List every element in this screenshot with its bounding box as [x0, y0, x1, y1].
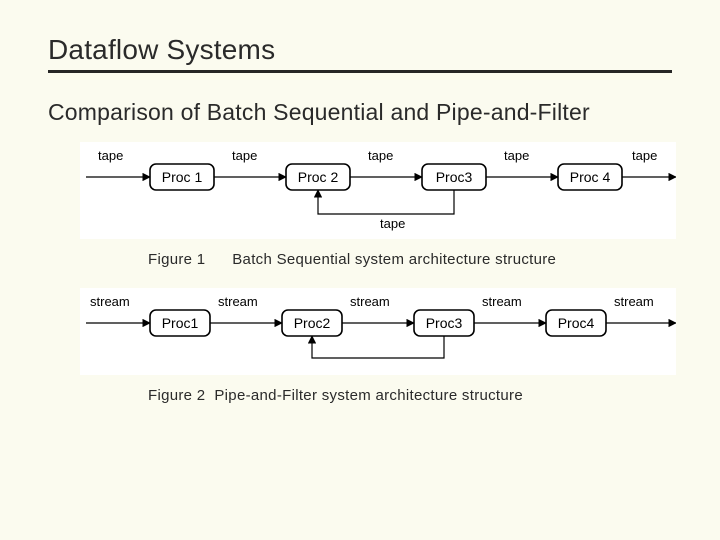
svg-text:stream: stream	[218, 294, 258, 309]
figure-2-label: Figure 2	[148, 387, 205, 404]
figure-1-text: Batch Sequential system architecture str…	[232, 251, 556, 268]
svg-text:stream: stream	[614, 294, 654, 309]
figure-1-caption: Figure 1 Batch Sequential system archite…	[148, 251, 672, 268]
svg-text:Proc3: Proc3	[436, 169, 473, 185]
flowchart-svg: stream stream stream stream stream Proc1 Proc2…	[80, 288, 676, 370]
figure-2-caption: Figure 2 Pipe-and-Filter system architec…	[148, 387, 672, 404]
flowchart-svg: tape tape tape tape tape tape Proc 1 Proc 2 Proc…	[80, 142, 676, 234]
svg-text:stream: stream	[350, 294, 390, 309]
svg-text:tape: tape	[380, 216, 405, 231]
title-rule	[48, 70, 672, 73]
figure-2-text: Pipe-and-Filter system architecture stru…	[214, 387, 523, 404]
svg-text:stream: stream	[90, 294, 130, 309]
svg-text:tape: tape	[232, 148, 257, 163]
svg-text:tape: tape	[98, 148, 123, 163]
svg-text:Proc2: Proc2	[294, 315, 331, 331]
page-title: Dataflow Systems	[48, 34, 672, 66]
svg-text:stream: stream	[482, 294, 522, 309]
svg-text:tape: tape	[632, 148, 657, 163]
slide: Dataflow Systems Comparison of Batch Seq…	[0, 0, 720, 404]
svg-text:Proc4: Proc4	[558, 315, 595, 331]
svg-text:tape: tape	[368, 148, 393, 163]
svg-text:Proc 2: Proc 2	[298, 169, 339, 185]
svg-text:Proc 1: Proc 1	[162, 169, 203, 185]
svg-text:Proc 4: Proc 4	[570, 169, 611, 185]
figure-1-diagram: tape tape tape tape tape tape Proc 1 Proc 2 Proc…	[80, 142, 676, 239]
figure-1-label: Figure 1	[148, 251, 205, 268]
figure-2-diagram: stream stream stream stream stream Proc1 Proc2…	[80, 288, 676, 375]
svg-text:tape: tape	[504, 148, 529, 163]
svg-text:Proc1: Proc1	[162, 315, 199, 331]
svg-text:Proc3: Proc3	[426, 315, 463, 331]
subtitle: Comparison of Batch Sequential and Pipe-…	[48, 99, 672, 126]
